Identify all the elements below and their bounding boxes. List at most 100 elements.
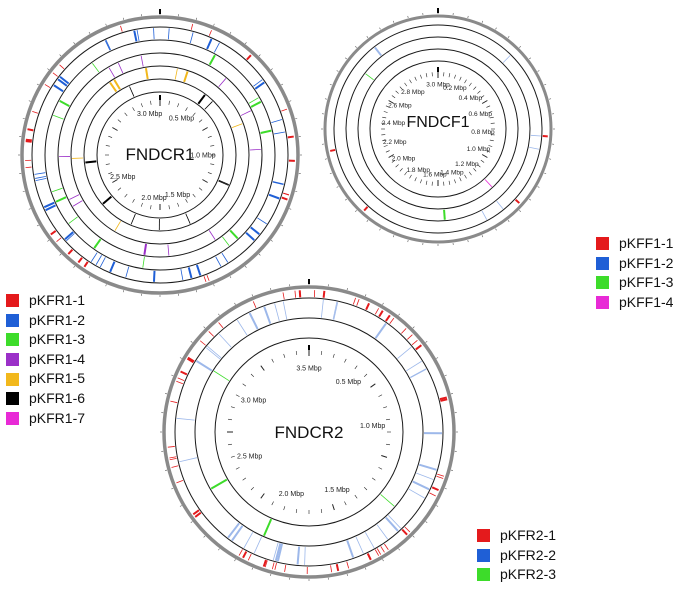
fndcr1-feature-mark (167, 244, 170, 256)
legend-swatch (6, 294, 19, 308)
fndcf1-outer-tick (366, 220, 369, 223)
fndcr1-scale-label: 1.0 Mbp (190, 153, 215, 160)
fndcr2-feature-mark (376, 524, 389, 540)
fndcf1-scale-tick (414, 76, 417, 81)
fndcr2-outer-tick (382, 559, 384, 562)
fndcf1-scale-tick (391, 95, 396, 99)
fndcr2-scale-tick (235, 467, 240, 470)
fndcf1-scale-tick (481, 154, 488, 158)
fndcr1-scale-tick (140, 202, 143, 207)
fndcr1-feature-mark (133, 30, 138, 42)
fndcr2-feature-mark (188, 356, 195, 362)
fndcf1-scale-tick (489, 139, 494, 142)
fndcr1-scale-tick (124, 193, 128, 198)
legend-swatch (477, 548, 490, 562)
fndcr1-outer-tick (258, 54, 261, 57)
fndcr1-feature-mark (195, 264, 202, 276)
fndcr1-scale-tick (210, 163, 215, 165)
fndcr2-outer-tick (436, 505, 439, 507)
fndcr1-scale-tick (202, 127, 208, 131)
fndcr1-feature-mark (130, 213, 136, 225)
fndcr2-scale-tick (283, 506, 286, 511)
fndcr1-feature-mark (85, 160, 97, 164)
fndcr1-outer-tick (270, 239, 273, 242)
fndcr1-scale-label: 0.5 Mbp (169, 115, 194, 122)
fndcf1-scale-label: 2.2 Mbp (383, 139, 407, 146)
fndcr1-scale-tick (210, 145, 215, 147)
fndcr1-outer-tick (281, 224, 284, 227)
fndcr1-feature-mark (104, 40, 111, 51)
fndcr1-outer-origin-marker (159, 9, 161, 14)
fndcr2-scale-tick (370, 383, 376, 388)
fndcr2-ring-2 (194, 317, 424, 547)
fndcr2-feature-mark (205, 347, 221, 360)
fndcf1-outer-tick (519, 46, 521, 48)
fndcr2-feature-mark (380, 546, 385, 553)
fndcr1-scale-tick (112, 127, 118, 131)
fndcr1-scale-tick (177, 103, 180, 108)
fndcr2-scale-label: 3.0 Mbp (241, 398, 266, 405)
fndcr2-feature-mark (404, 526, 411, 533)
fndcr1-scale-tick (150, 205, 152, 210)
fndcf1-title: FNDCF1 (406, 114, 469, 131)
fndcr1-ring-1 (31, 26, 289, 284)
fndcr1-outer-tick (122, 290, 125, 293)
fndcr1-outer-tick (88, 31, 91, 34)
fndcr1-feature-mark (215, 256, 222, 267)
fndcr2-scale-tick (283, 353, 286, 358)
fndcr1-feature-mark (113, 79, 121, 90)
fndcr1-outer-tick (244, 265, 247, 268)
fndcr1-outer-tick (22, 117, 25, 120)
fndcf1-scale-label: 1.8 Mbp (407, 167, 431, 174)
fndcr2-feature-mark (263, 306, 272, 325)
fndcf1-scale-tick (409, 79, 412, 84)
fndcr1-feature-mark (51, 187, 63, 193)
fndcf1-feature-mark (484, 179, 493, 188)
fndcr2-feature-mark (176, 480, 184, 484)
fndcr1-feature-mark (190, 23, 194, 30)
fndcf1-scale-tick (486, 105, 491, 108)
fndcr1-scale-tick (177, 202, 180, 207)
fndcr1-feature-mark (218, 180, 229, 186)
fndcr2-outer-tick (270, 573, 272, 577)
fndcr2-feature-mark (294, 290, 297, 298)
fndcr2-feature-mark (192, 509, 200, 516)
fndcr2-scale-label: 0.5 Mbp (336, 379, 361, 386)
fndcr2-feature-mark (271, 562, 275, 570)
fndcf1-scale-tick (385, 105, 390, 108)
fndcr2-feature-mark (264, 560, 268, 568)
fndcf1-scale-tick (454, 179, 456, 184)
fndcr1-feature-mark (152, 270, 156, 282)
fndcr2-scale-tick (295, 350, 298, 356)
fndcr1-feature-mark (25, 140, 32, 143)
fndcr2-scale-tick (385, 418, 391, 421)
fndcr2-feature-mark (406, 360, 422, 372)
fndcr2-scale-tick (235, 394, 240, 397)
fndcr1-outer-tick (122, 17, 125, 20)
fndcr1-scale-label: 2.5 Mbp (110, 174, 135, 181)
fndcr2-feature-mark (218, 333, 232, 348)
fndcr1-feature-mark (53, 84, 64, 93)
fndcr2-scale-tick (227, 418, 233, 421)
fndcr1-scale-tick (132, 107, 135, 111)
fndcf1-scale-label: 2.8 Mbp (401, 89, 425, 96)
fndcr1-feature-mark (231, 123, 243, 129)
fndcr2-feature-mark (412, 480, 430, 491)
fndcf1-outer-tick (344, 57, 347, 60)
fndcr1-feature-mark (253, 79, 263, 87)
fndcr1-feature-mark (69, 194, 80, 200)
fndcr1-scale-tick (105, 163, 110, 165)
fndcr1-outer-tick (195, 290, 198, 293)
fndcr1-outer-tick (28, 208, 31, 210)
fndcr1-feature-mark (53, 114, 64, 120)
fndcr1-feature-mark (281, 196, 288, 201)
fndcr1-outer-ring (20, 15, 300, 295)
fndcr1-ring-2 (44, 39, 276, 271)
fndcf1-scale-label: 0.8 Mbp (471, 129, 495, 136)
fndcf1-origin-marker (437, 67, 439, 72)
fndcr1-feature-mark (120, 25, 123, 32)
fndcr2-feature-mark (385, 516, 399, 532)
fndcr1-feature-mark (136, 30, 140, 41)
fndcf1-outer-tick (507, 220, 510, 223)
